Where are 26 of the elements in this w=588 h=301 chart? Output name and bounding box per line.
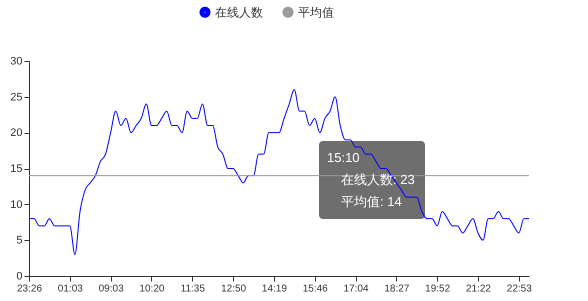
x-tick-label: 23:26 (16, 284, 42, 294)
x-tick-label: 09:03 (98, 284, 124, 294)
x-tick-label: 12:50 (221, 284, 247, 294)
x-tick-label: 01:03 (58, 284, 84, 294)
y-tick-label: 10 (10, 198, 22, 211)
y-tick-label: 0 (16, 270, 22, 282)
annotation: 平均值: 14 (341, 194, 402, 209)
y-tick-label: 25 (10, 91, 22, 104)
annotation: 15:10 (327, 150, 360, 165)
x-tick-label: 11:35 (180, 284, 206, 294)
annotation: 在线人数: 23 (341, 172, 415, 187)
x-tick-label: 17:04 (344, 284, 369, 294)
x-tick-label: 22:53 (506, 284, 532, 294)
y-tick-label: 20 (10, 127, 22, 140)
x-tick-label: 21:22 (466, 284, 492, 294)
y-tick-label: 30 (10, 56, 22, 68)
y-tick-label: 15 (10, 163, 22, 175)
x-tick-label: 19:52 (425, 284, 451, 294)
x-tick-label: 18:27 (384, 284, 410, 294)
x-tick-label: 15:46 (302, 284, 328, 294)
x-tick-label: 10:20 (139, 284, 165, 294)
legend-label: 平均值 (298, 5, 334, 20)
x-tick-label: 14:19 (262, 284, 288, 294)
y-tick-label: 5 (16, 234, 22, 247)
legend-label: 在线人数 (215, 5, 263, 20)
line-series (28, 89, 530, 255)
